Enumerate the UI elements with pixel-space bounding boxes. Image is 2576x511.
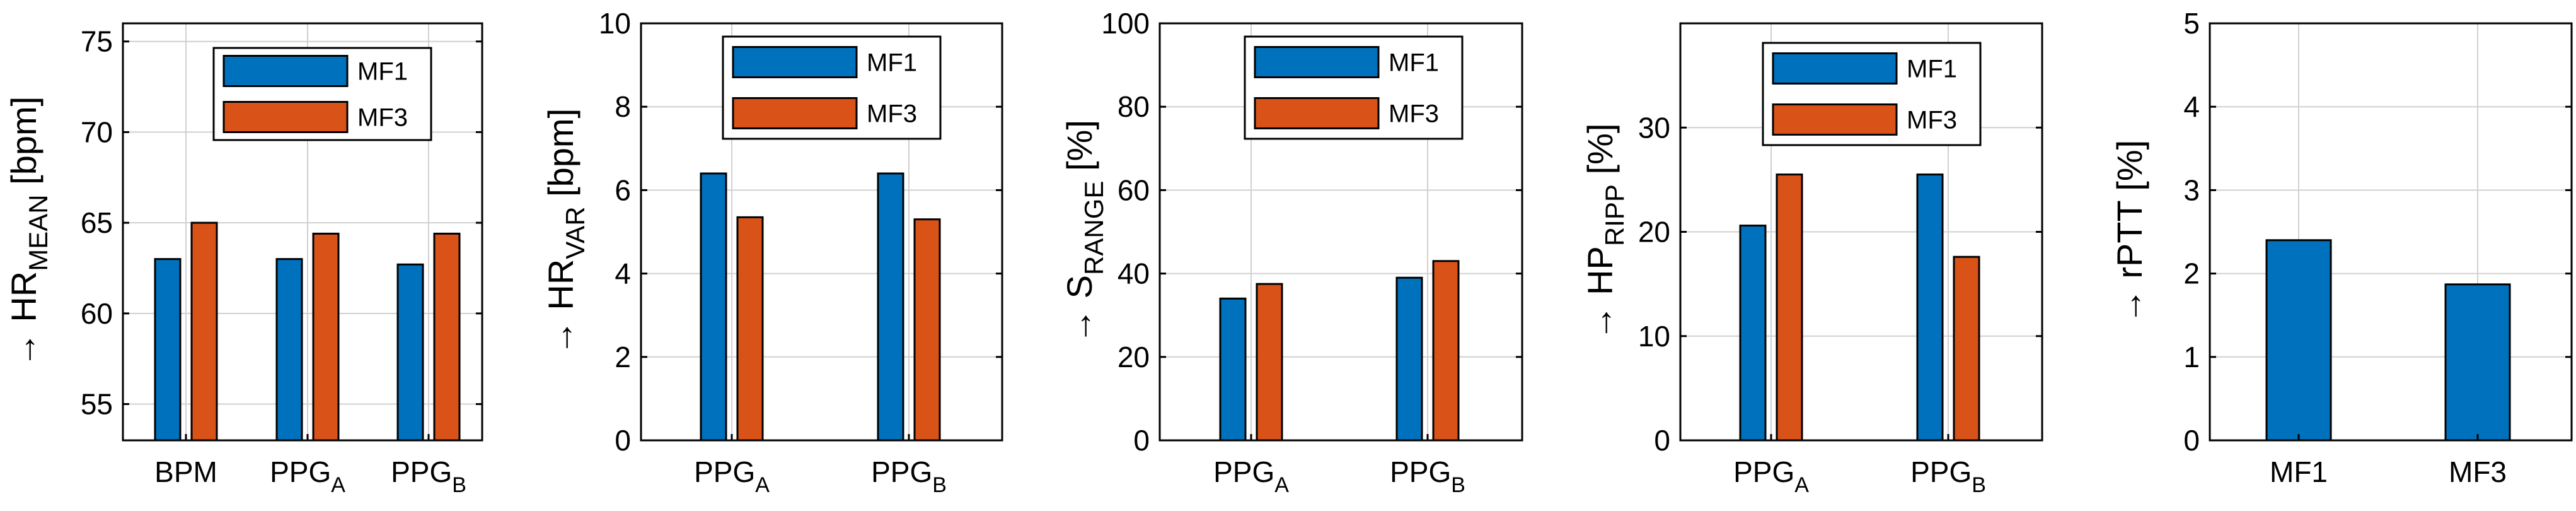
- y-tick-label: 3: [2183, 173, 2200, 206]
- y-tick-label: 4: [2183, 90, 2200, 123]
- y-axis-label: → HPRIPP [%]: [1580, 124, 1629, 341]
- y-axis-label: → rPTT [%]: [2110, 140, 2149, 324]
- bar-rptt-2: [2444, 283, 2511, 442]
- chart-5: 0 1 2 3 4 5 MF1 MF3 → rPTT [%]: [2110, 7, 2573, 488]
- bar-mf1-2: [275, 258, 303, 442]
- legend: MF1 MF3: [212, 47, 432, 141]
- y-tick-label: 8: [615, 90, 631, 123]
- x-tick-label: MF1: [2270, 455, 2328, 488]
- bar-mf1-2: [1395, 276, 1423, 442]
- bar-mf1-1: [1739, 225, 1767, 442]
- x-tick-label: PPGB: [1910, 455, 1986, 497]
- plot-frame: [122, 22, 483, 442]
- plot-frame: [1158, 22, 1523, 442]
- x-tick-label: PPGB: [391, 455, 466, 497]
- bar-mf1-1: [1219, 297, 1247, 442]
- y-tick-label: 100: [1101, 7, 1150, 40]
- x-tick-label: PPGA: [1733, 455, 1809, 497]
- y-tick-label: 80: [1118, 90, 1150, 123]
- y-axis-label: → HRMEAN [bpm]: [4, 97, 53, 367]
- x-tick-label: MF3: [2449, 455, 2507, 488]
- legend-label-mf3: MF3: [867, 100, 917, 128]
- legend: MF1 MF3: [722, 35, 942, 140]
- y-tick-label: 55: [81, 388, 113, 421]
- plot-frame: [2209, 22, 2573, 442]
- y-axis-label: → HRVAR [bpm]: [541, 109, 590, 355]
- legend-swatch-mf3: [1254, 97, 1380, 129]
- bar-mf3-2: [312, 232, 340, 442]
- y-tick-label: 4: [615, 257, 631, 290]
- legend-swatch-mf3: [732, 97, 858, 129]
- y-tick-label: 2: [615, 341, 631, 373]
- legend-label-mf1: MF1: [867, 49, 917, 77]
- x-tick-label: PPGB: [1390, 455, 1465, 497]
- bar-mf1-2: [1916, 173, 1944, 442]
- bar-mf3-3: [433, 232, 461, 442]
- bar-rptt-1: [2265, 239, 2332, 442]
- bar-mf1-3: [396, 263, 424, 442]
- y-tick-label: 20: [1118, 341, 1150, 373]
- legend-swatch-mf1: [732, 46, 858, 78]
- y-tick-label: 10: [599, 7, 631, 40]
- x-tick-label: PPGA: [1213, 455, 1289, 497]
- y-axis-label: → SRANGE [%]: [1060, 120, 1109, 344]
- y-tick-label: 0: [1133, 424, 1150, 457]
- legend-swatch-mf1: [1254, 46, 1380, 78]
- legend: MF1 MF3: [1244, 35, 1464, 140]
- y-tick-label: 10: [1638, 320, 1670, 353]
- y-tick-label: 30: [1638, 111, 1670, 144]
- legend-label-mf1: MF1: [357, 58, 408, 86]
- y-tick-label: 6: [615, 173, 631, 206]
- y-tick-label: 0: [2183, 424, 2200, 457]
- y-tick-label: 60: [81, 297, 113, 330]
- y-tick-label: 75: [81, 25, 113, 58]
- plot-frame: [640, 22, 1003, 442]
- bar-mf3-2: [1432, 260, 1460, 442]
- y-tick-label: 0: [1654, 424, 1670, 457]
- bar-mf1-2: [877, 172, 904, 442]
- y-tick-label: 0: [615, 424, 631, 457]
- x-tick-label: PPGA: [694, 455, 770, 497]
- x-tick-label: PPGA: [270, 455, 345, 497]
- legend: MF1 MF3: [1762, 42, 1982, 146]
- chart-4: 0 10 20 30 PPGA PPGB → HPRIPP [%] MF1 MF3: [1580, 22, 2043, 497]
- y-tick-label: 65: [81, 206, 113, 239]
- bar-mf1-1: [700, 172, 727, 442]
- y-tick-label: 40: [1118, 257, 1150, 290]
- legend-label-mf1: MF1: [1907, 56, 1957, 83]
- legend-label-mf1: MF1: [1389, 49, 1439, 77]
- legend-swatch-mf3: [1772, 103, 1898, 136]
- legend-label-mf3: MF3: [1907, 107, 1957, 134]
- legend-swatch-mf3: [222, 101, 349, 133]
- bar-mf3-1: [1256, 283, 1283, 442]
- bar-mf1-1: [154, 258, 182, 442]
- legend-label-mf3: MF3: [357, 104, 408, 132]
- x-tick-label: PPGB: [871, 455, 947, 497]
- chart-2: 0 2 4 6 8 10 PPGA PPGB → HRVAR [bpm] MF1 MF3: [541, 7, 1003, 497]
- bar-mf3-1: [1776, 173, 1803, 442]
- chart-3: 0 20 40 60 80 100 PPGA PPGB → SRANGE [%] MF1 MF3: [1060, 7, 1523, 497]
- y-tick-label: 1: [2183, 341, 2200, 373]
- legend-swatch-mf1: [222, 55, 349, 87]
- y-tick-label: 5: [2183, 7, 2200, 40]
- legend-label-mf3: MF3: [1389, 100, 1439, 128]
- bar-mf3-2: [1953, 256, 1980, 442]
- y-tick-label: 2: [2183, 257, 2200, 290]
- y-tick-label: 20: [1638, 216, 1670, 249]
- bar-mf3-2: [913, 218, 941, 442]
- bar-mf3-1: [190, 221, 218, 442]
- legend-swatch-mf1: [1772, 52, 1898, 85]
- y-tick-label: 60: [1118, 173, 1150, 206]
- x-tick-label: BPM: [154, 455, 217, 488]
- y-tick-label: 70: [81, 115, 113, 148]
- bar-mf3-1: [736, 216, 764, 442]
